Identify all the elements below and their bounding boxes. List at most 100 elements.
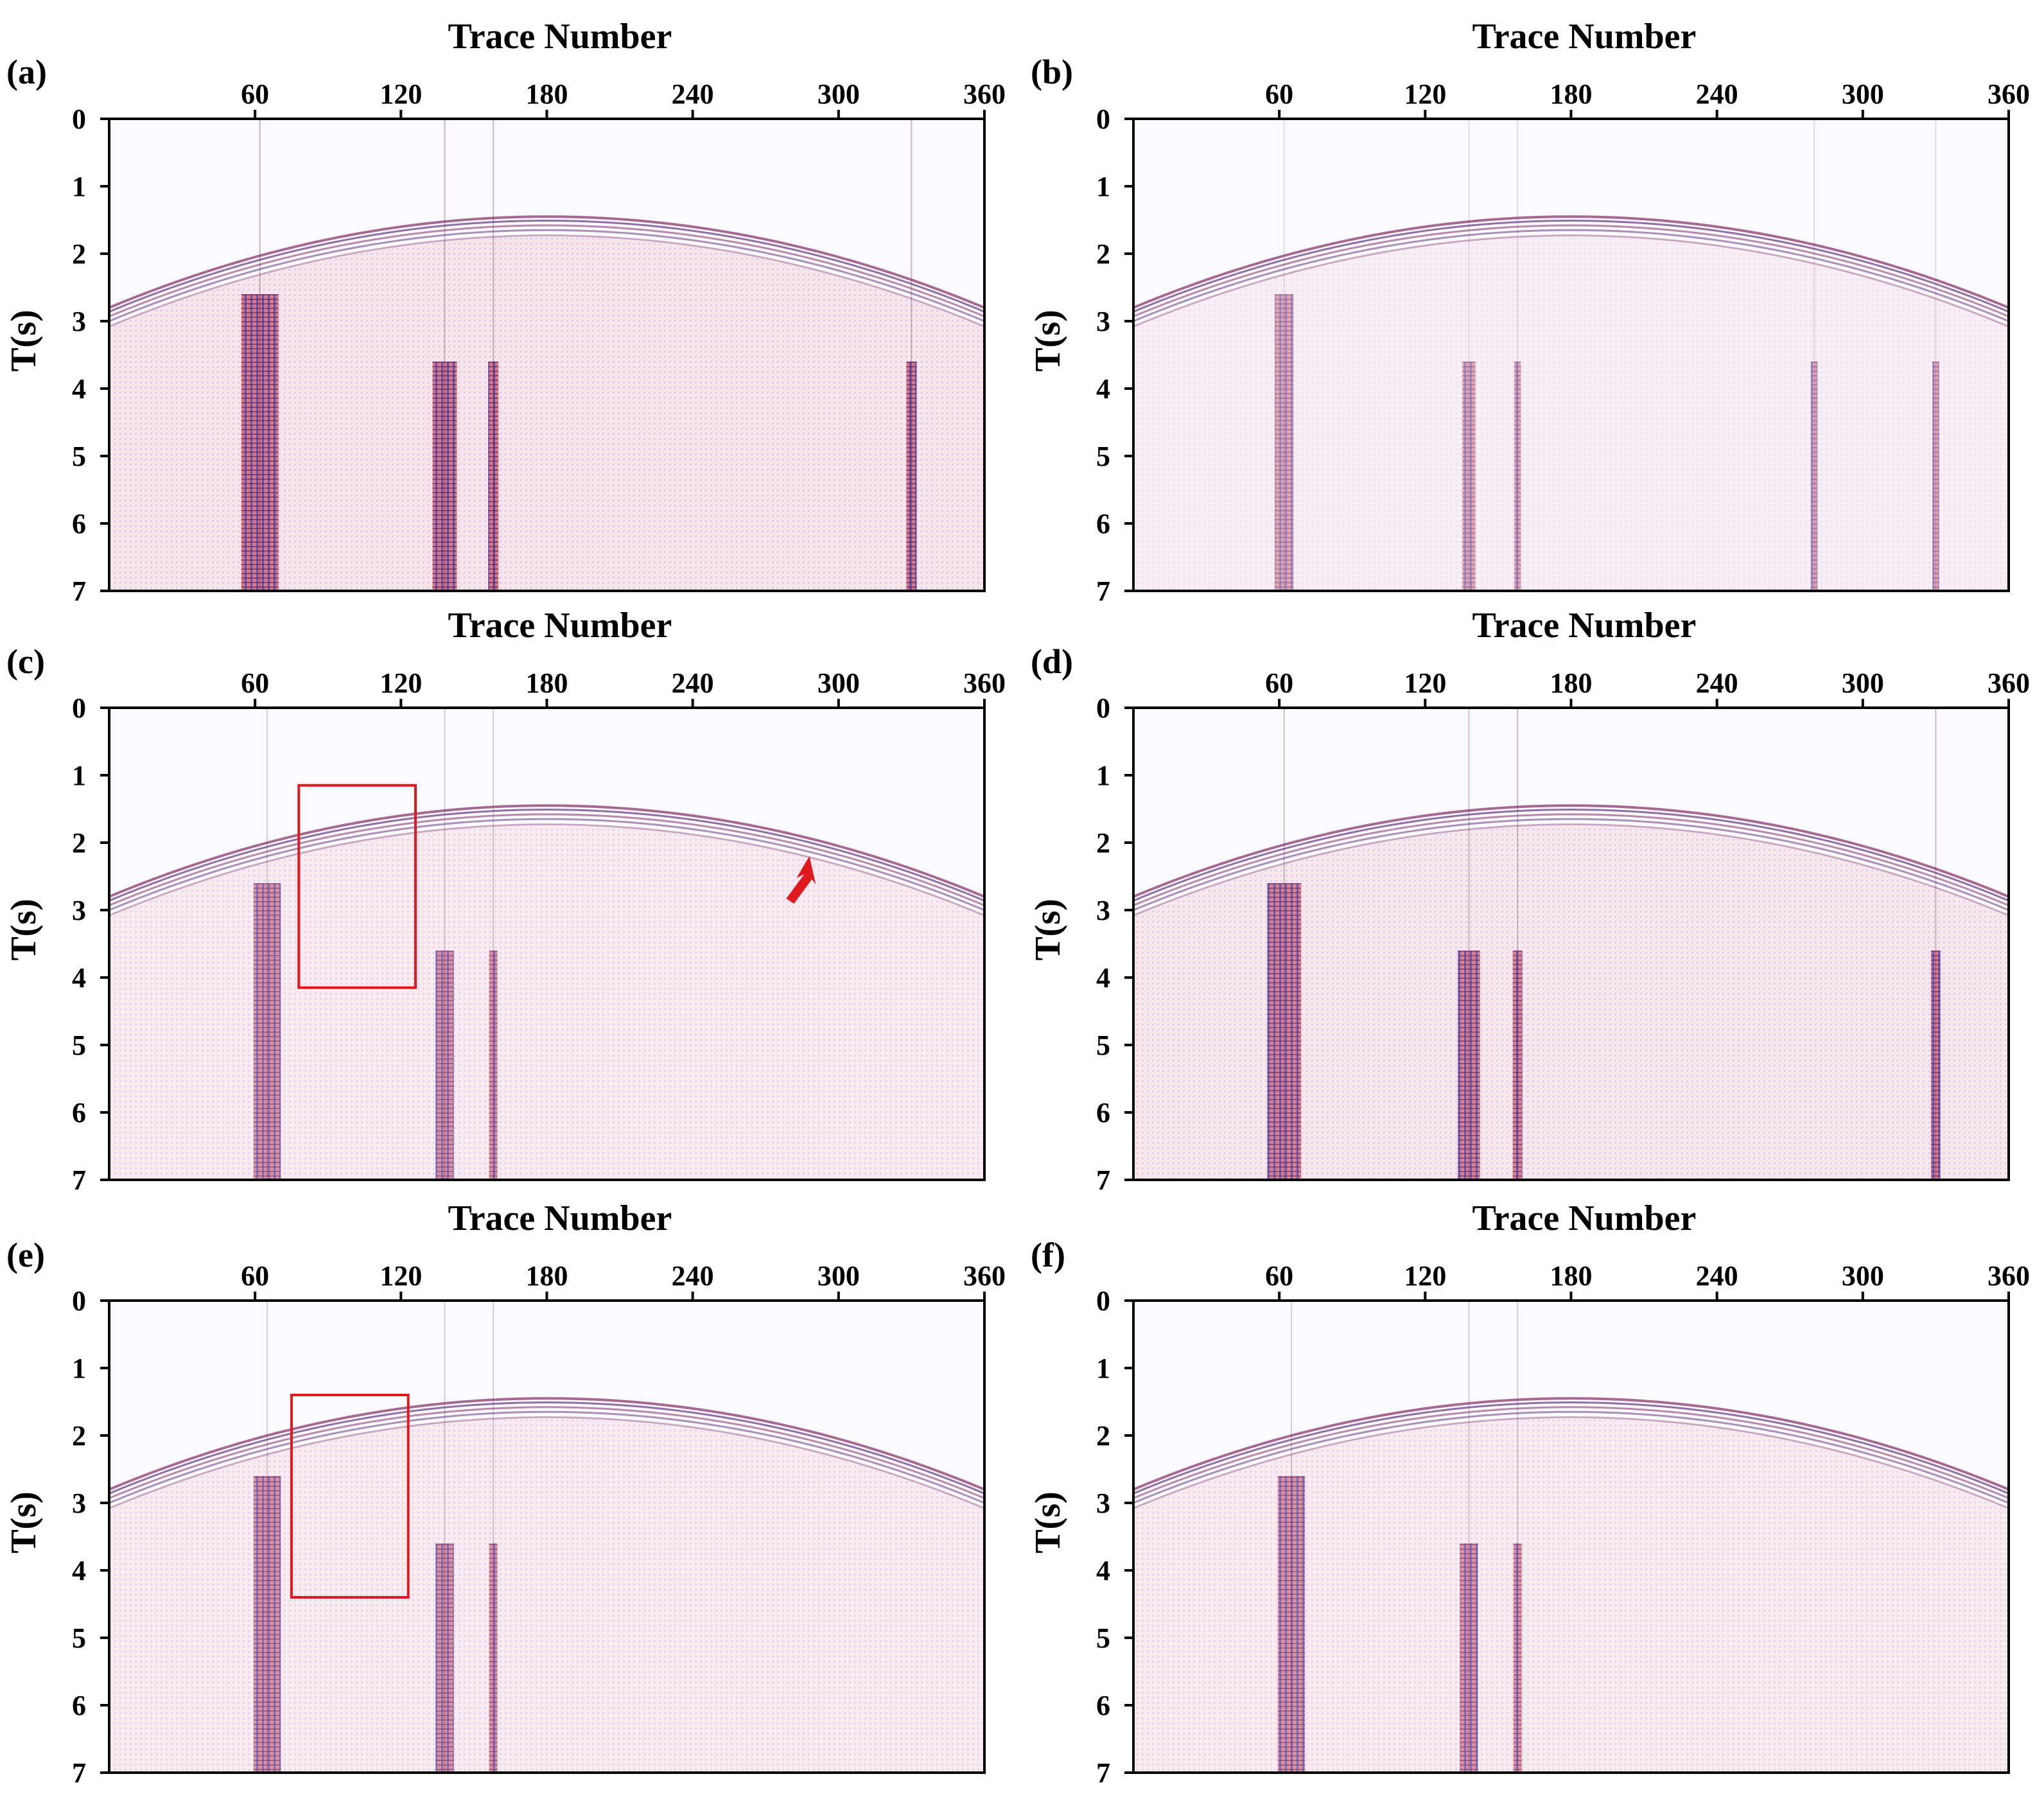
x-tick-label: 240	[1696, 667, 1738, 699]
first-arrival-event	[109, 804, 985, 898]
x-tick-label: 360	[963, 78, 1006, 110]
x-axis-title: Trace Number	[1472, 17, 1697, 57]
y-tick-label: 5	[72, 1030, 86, 1061]
first-arrival-event	[109, 1416, 985, 1509]
highlight-box	[297, 784, 417, 989]
y-tick-label: 2	[1096, 1420, 1110, 1452]
first-arrival-event	[1133, 220, 2009, 313]
y-tick-label: 0	[1096, 1285, 1110, 1317]
noise-burst-trace	[1513, 1543, 1522, 1773]
noise-burst-trace	[489, 951, 498, 1180]
y-tick-label: 2	[72, 827, 86, 859]
background-noise	[109, 1418, 984, 1773]
first-arrival-event	[109, 229, 985, 322]
y-tick-label: 5	[1096, 441, 1110, 472]
y-tick-label: 7	[72, 1164, 86, 1196]
background-noise	[1133, 825, 2009, 1180]
panel-label: (c)	[6, 642, 45, 681]
y-tick-label: 4	[1096, 962, 1110, 994]
x-tick-label: 300	[1842, 667, 1884, 699]
x-tick-label: 300	[1842, 78, 1884, 110]
panel-label: (e)	[6, 1236, 45, 1274]
y-axis-title: T(s)	[4, 310, 44, 371]
background-noise	[109, 825, 984, 1180]
x-tick-label: 300	[817, 667, 860, 699]
x-axis-title: Trace Number	[448, 606, 672, 645]
y-axis-title: T(s)	[4, 1491, 44, 1553]
y-tick-label: 3	[72, 306, 86, 337]
y-tick-label: 6	[1096, 1690, 1110, 1721]
noise-burst-trace	[1810, 362, 1818, 591]
noise-burst-trace	[1460, 1543, 1478, 1773]
y-tick-label: 3	[72, 1487, 86, 1519]
first-arrival-event	[109, 818, 985, 911]
noise-burst-trace	[489, 1543, 498, 1773]
background-noise	[109, 236, 984, 591]
x-tick-label: 120	[1404, 78, 1446, 110]
noise-burst-trace	[1932, 362, 1939, 591]
x-tick-label: 180	[1550, 78, 1593, 110]
y-tick-label: 3	[1096, 1487, 1110, 1519]
x-tick-label: 60	[1265, 667, 1293, 699]
y-tick-label: 0	[72, 692, 86, 724]
noise-burst-trace	[253, 1476, 281, 1773]
x-axis-title: Trace Number	[448, 17, 672, 57]
noise-burst-trace	[1458, 951, 1480, 1180]
y-tick-label: 1	[72, 171, 86, 202]
x-tick-label: 60	[1265, 78, 1293, 110]
y-tick-label: 7	[72, 575, 86, 607]
x-tick-label: 360	[963, 667, 1006, 699]
y-tick-label: 5	[72, 441, 86, 472]
x-tick-label: 120	[380, 667, 422, 699]
y-axis-title: T(s)	[4, 899, 44, 960]
y-tick-label: 2	[72, 1420, 86, 1452]
panel-label: (d)	[1031, 642, 1073, 681]
x-tick-label: 120	[1404, 667, 1446, 699]
x-tick-label: 180	[526, 667, 568, 699]
x-tick-label: 120	[1404, 1260, 1446, 1292]
x-tick-label: 360	[963, 1260, 1006, 1292]
y-tick-label: 5	[72, 1622, 86, 1654]
y-tick-label: 7	[1096, 575, 1110, 607]
noise-burst-trace	[253, 883, 281, 1180]
y-axis-title: T(s)	[1028, 310, 1068, 371]
panel-label: (f)	[1031, 1236, 1065, 1274]
highlight-box	[290, 1394, 410, 1599]
y-tick-label: 4	[72, 1555, 86, 1586]
x-axis-title: Trace Number	[1472, 606, 1697, 645]
y-tick-label: 1	[1096, 760, 1110, 791]
noise-burst-trace	[488, 362, 499, 591]
y-tick-label: 0	[72, 103, 86, 135]
y-tick-label: 7	[72, 1757, 86, 1789]
background-noise	[1133, 236, 2009, 591]
y-tick-label: 1	[72, 760, 86, 791]
first-arrival-event	[1133, 1406, 2009, 1500]
x-tick-label: 180	[526, 78, 568, 110]
y-tick-label: 6	[1096, 1097, 1110, 1128]
y-tick-label: 5	[1096, 1030, 1110, 1061]
first-arrival-event	[109, 224, 985, 318]
y-tick-label: 2	[1096, 827, 1110, 859]
x-tick-label: 360	[1987, 1260, 2030, 1292]
x-tick-label: 300	[1842, 1260, 1884, 1292]
x-tick-label: 180	[1550, 667, 1593, 699]
noise-burst-trace	[1275, 294, 1294, 591]
y-tick-label: 1	[72, 1353, 86, 1384]
first-arrival-event	[1133, 224, 2009, 318]
noise-burst-trace	[241, 294, 279, 591]
y-tick-label: 4	[72, 373, 86, 405]
panel-b: (b) Trace Number T(s) 60 120 180 240 300 360 0 1 2 3…	[1028, 17, 2030, 607]
y-tick-label: 0	[72, 1285, 86, 1317]
panel-c: (c) Trace Number T(s) 60 120 180 240 300 360 0 1 2 3…	[4, 606, 1006, 1196]
y-tick-label: 2	[1096, 238, 1110, 270]
y-tick-label: 6	[72, 508, 86, 540]
y-tick-label: 7	[1096, 1757, 1110, 1789]
x-tick-label: 180	[1550, 1260, 1593, 1292]
first-arrival-event	[1133, 1397, 2009, 1491]
panel-d: (d) Trace Number T(s) 60 120 180 240 300 360 0 1 2 3…	[1028, 606, 2030, 1196]
x-tick-label: 120	[380, 1260, 422, 1292]
x-tick-label: 60	[241, 78, 269, 110]
y-tick-label: 1	[1096, 171, 1110, 202]
first-arrival-event	[109, 220, 985, 313]
